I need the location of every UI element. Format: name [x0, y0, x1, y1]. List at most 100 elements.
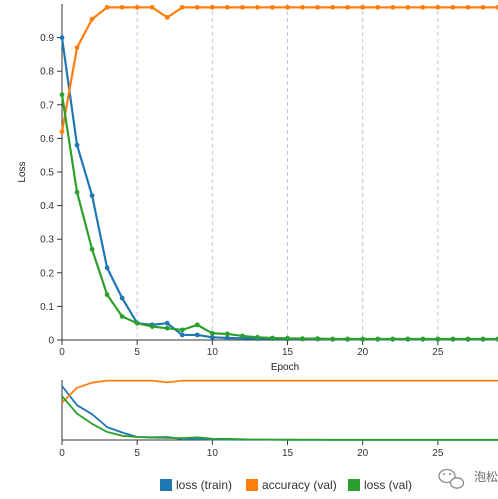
data-point-loss-train	[179, 332, 185, 338]
data-point-loss-val	[300, 336, 305, 342]
data-point-accuracy-val	[300, 4, 305, 10]
y-tick-label: 0.1	[40, 302, 54, 313]
overview-chart: 0 5 10 15 20 25	[59, 379, 498, 459]
data-point-loss-val	[209, 330, 215, 336]
data-point-loss-val	[330, 336, 336, 342]
legend-label-loss-train: loss (train)	[176, 478, 232, 492]
data-point-loss-val	[315, 336, 320, 342]
series-line-loss-train	[60, 37, 498, 341]
main-series	[59, 4, 498, 342]
data-point-accuracy-val	[209, 4, 215, 10]
data-point-accuracy-val	[224, 4, 230, 10]
data-point-accuracy-val	[495, 4, 498, 10]
data-point-accuracy-val	[240, 4, 245, 10]
data-point-loss-val	[104, 292, 110, 298]
data-point-accuracy-val	[345, 4, 351, 10]
x-tick-label: 25	[432, 347, 444, 358]
series-line-loss-val	[60, 94, 498, 341]
y-tick-label: 0.2	[40, 268, 54, 279]
x-tick-label: 15	[282, 347, 294, 358]
data-point-accuracy-val	[179, 4, 185, 10]
data-point-loss-train	[89, 193, 95, 198]
data-point-accuracy-val	[465, 4, 471, 10]
legend-swatch-loss-val	[348, 479, 360, 491]
data-point-loss-val	[270, 335, 275, 341]
data-point-accuracy-val	[330, 4, 336, 10]
overview-line-loss-train	[61, 385, 498, 441]
data-point-accuracy-val	[435, 4, 441, 10]
data-point-loss-train	[104, 265, 110, 271]
data-point-accuracy-val	[360, 4, 366, 10]
data-point-loss-val	[435, 336, 441, 342]
data-point-accuracy-val	[315, 4, 320, 10]
data-point-loss-train	[194, 332, 200, 338]
y-tick-label: 0.6	[40, 134, 54, 145]
x-tick-label: 5	[134, 347, 140, 358]
data-point-accuracy-val	[164, 15, 170, 20]
data-point-accuracy-val	[270, 4, 275, 10]
data-point-accuracy-val	[149, 4, 155, 10]
data-point-accuracy-val	[134, 4, 140, 10]
data-point-loss-val	[194, 322, 200, 328]
data-point-loss-val	[390, 336, 396, 342]
data-point-loss-val	[134, 320, 140, 326]
y-tick-label: 0.3	[40, 235, 54, 246]
overview-x-ticks: 0 5 10 15 20 25	[59, 440, 444, 459]
epoch-markers	[136, 4, 439, 340]
main-y-ticks: 0 0.1 0.2 0.3 0.4 0.5 0.6 0.7 0.8 0.9	[40, 33, 62, 347]
y-tick-label: 0.7	[40, 100, 54, 111]
data-point-accuracy-val	[285, 4, 290, 10]
legend-swatch-accuracy-val	[246, 479, 258, 491]
main-x-ticks: 0 5 10 15 20 25	[59, 340, 444, 358]
data-point-loss-val	[420, 336, 426, 342]
data-point-accuracy-val	[255, 4, 260, 10]
data-point-accuracy-val	[450, 4, 456, 10]
data-point-accuracy-val	[74, 45, 80, 51]
data-point-loss-val	[375, 336, 381, 342]
data-point-accuracy-val	[89, 16, 95, 22]
data-point-accuracy-val	[420, 4, 426, 10]
data-point-loss-val	[240, 333, 245, 339]
data-point-loss-train	[164, 320, 170, 326]
data-point-loss-val	[285, 335, 290, 341]
x-tick-label: 10	[207, 347, 219, 358]
legend-swatch-loss-train	[160, 479, 172, 491]
overview-x-tick-label: 5	[134, 448, 140, 459]
data-point-loss-val	[149, 324, 155, 329]
data-point-accuracy-val	[375, 4, 381, 10]
data-point-loss-val	[224, 331, 230, 337]
series-line-accuracy-val	[60, 6, 498, 132]
data-point-loss-val	[59, 92, 65, 98]
data-point-loss-val	[179, 327, 185, 333]
overview-x-tick-label: 0	[59, 448, 65, 459]
data-point-accuracy-val	[480, 4, 486, 10]
data-point-accuracy-val	[104, 4, 110, 10]
overview-series	[61, 379, 498, 441]
legend-label-loss-val: loss (val)	[364, 478, 412, 492]
data-point-loss-val	[74, 189, 80, 195]
data-point-loss-val	[164, 325, 170, 331]
data-point-loss-val	[89, 246, 95, 252]
series-loss-val	[59, 92, 498, 342]
data-point-loss-val	[360, 336, 366, 342]
data-point-accuracy-val	[405, 4, 411, 10]
data-point-loss-train	[119, 295, 125, 301]
legend: loss (train) accuracy (val) loss (val)	[160, 478, 412, 492]
legend-label-accuracy-val: accuracy (val)	[262, 478, 337, 492]
data-point-loss-val	[255, 334, 260, 340]
y-tick-label: 0	[48, 336, 54, 347]
data-point-accuracy-val	[390, 4, 396, 10]
data-point-accuracy-val	[194, 4, 200, 10]
data-point-loss-val	[465, 336, 471, 342]
data-point-loss-val	[119, 314, 125, 319]
y-tick-label: 0.5	[40, 168, 54, 179]
x-tick-label: 20	[357, 347, 369, 358]
y-tick-label: 0.9	[40, 33, 54, 44]
series-accuracy-val	[59, 4, 498, 135]
overview-line-accuracy-val	[61, 379, 498, 404]
watermark: 泡松	[438, 468, 498, 489]
y-tick-label: 0.8	[40, 67, 54, 78]
overview-x-tick-label: 25	[432, 448, 444, 459]
data-point-loss-train	[224, 335, 230, 341]
